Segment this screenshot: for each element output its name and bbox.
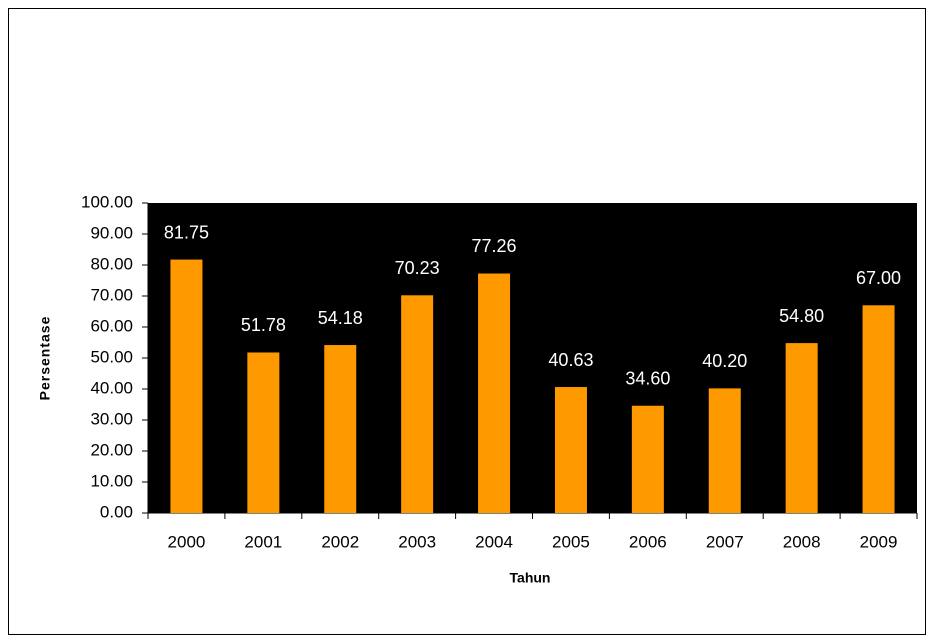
x-tick-label: 2007 (706, 532, 744, 551)
y-tick-label: 40.00 (90, 378, 133, 397)
x-tick-label: 2008 (783, 532, 821, 551)
y-tick-label: 30.00 (90, 409, 133, 428)
x-tick-label: 2000 (168, 532, 206, 551)
bar (631, 405, 664, 513)
x-tick-label: 2003 (398, 532, 436, 551)
y-tick-label: 0.00 (100, 502, 133, 521)
bar (554, 387, 587, 513)
data-label: 70.23 (395, 258, 440, 278)
data-label: 67.00 (856, 268, 901, 288)
y-tick-label: 90.00 (90, 223, 133, 242)
data-label: 54.18 (318, 308, 363, 328)
bar (170, 259, 203, 513)
bar (324, 345, 357, 513)
data-label: 40.20 (702, 351, 747, 371)
data-label: 34.60 (625, 368, 670, 388)
y-axis-label: Persentase (37, 316, 53, 401)
x-tick-label: 2002 (321, 532, 359, 551)
x-tick-label: 2005 (552, 532, 590, 551)
y-tick-label: 60.00 (90, 316, 133, 335)
y-tick-label: 80.00 (90, 254, 133, 273)
y-tick-label: 20.00 (90, 440, 133, 459)
bar (478, 273, 511, 513)
x-tick-label: 2006 (629, 532, 667, 551)
data-label: 51.78 (241, 315, 286, 335)
bar (862, 305, 895, 513)
y-tick-label: 100.00 (81, 192, 133, 211)
bar (785, 343, 818, 513)
data-label: 77.26 (472, 236, 517, 256)
x-tick-label: 2009 (860, 532, 898, 551)
data-label: 81.75 (164, 222, 209, 242)
x-tick-label: 2004 (475, 532, 513, 551)
bar (247, 352, 280, 513)
y-tick-label: 50.00 (90, 347, 133, 366)
y-tick-label: 70.00 (90, 285, 133, 304)
data-label: 40.63 (548, 350, 593, 370)
x-tick-label: 2001 (244, 532, 282, 551)
data-label: 54.80 (779, 306, 824, 326)
x-axis-label: Tahun (510, 570, 551, 586)
bar (401, 295, 434, 513)
y-tick-label: 10.00 (90, 471, 133, 490)
bar (708, 388, 741, 513)
